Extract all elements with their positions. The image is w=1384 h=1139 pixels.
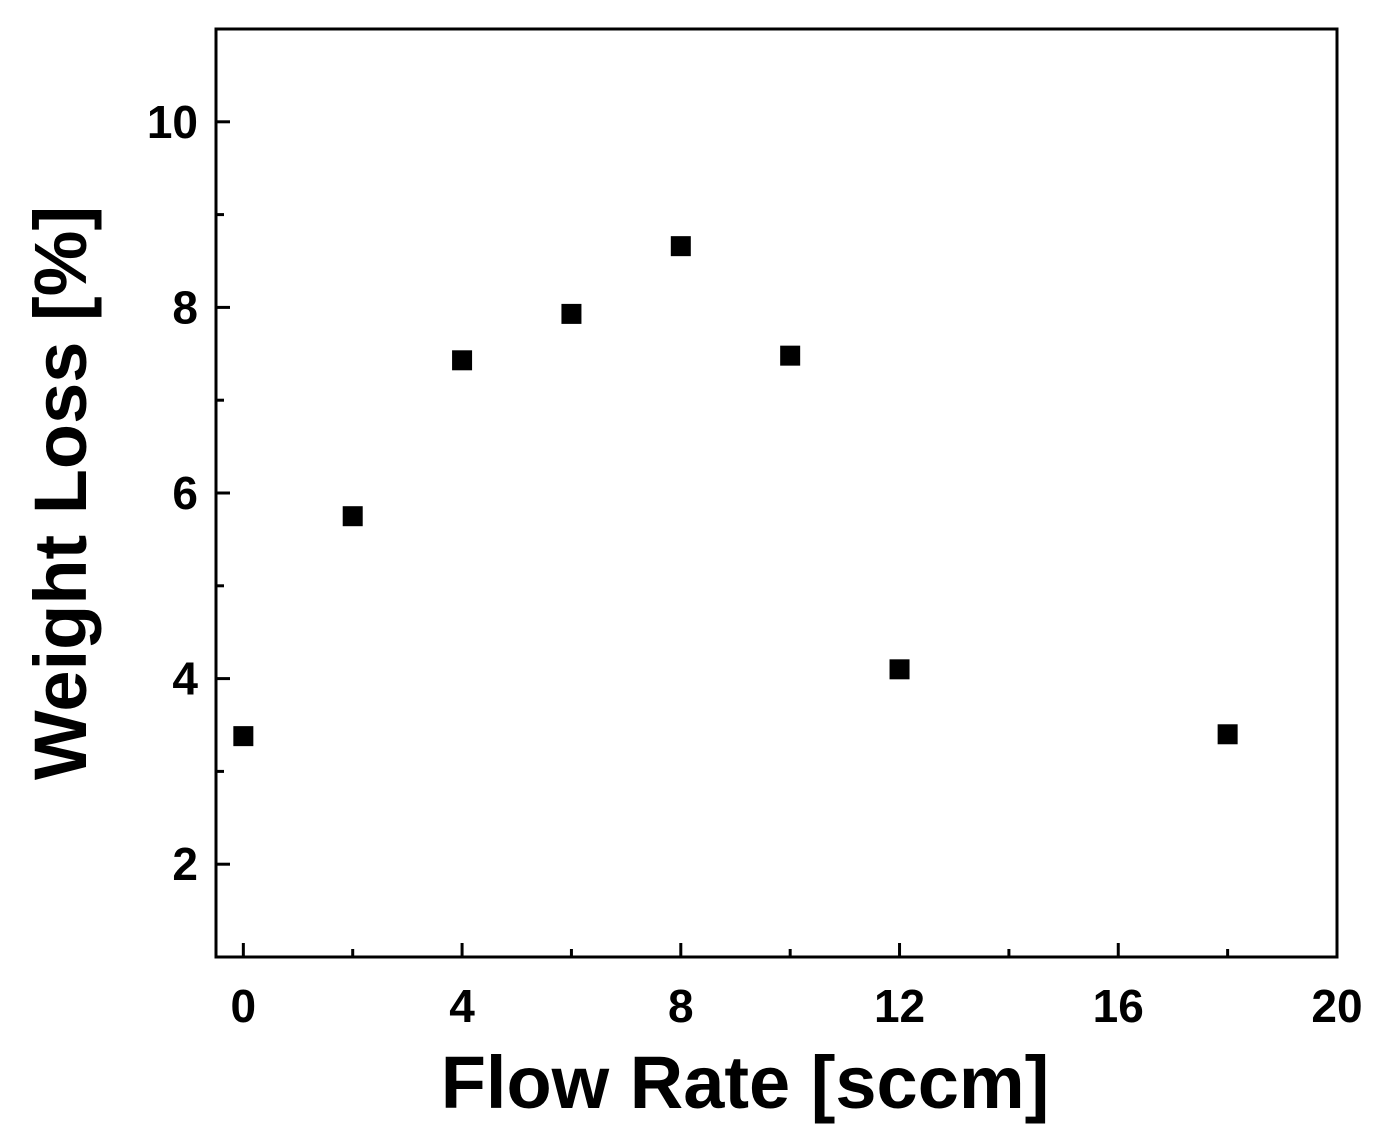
x-tick-label: 12 xyxy=(874,980,925,1032)
y-axis-title: Weight Loss [%] xyxy=(19,206,102,780)
data-point xyxy=(233,726,254,747)
x-tick-label: 4 xyxy=(449,980,475,1032)
plot-frame xyxy=(214,27,1339,959)
x-axis-ticks xyxy=(241,943,1339,957)
y-tick-label: 4 xyxy=(172,653,198,705)
data-point xyxy=(780,345,801,366)
data-point xyxy=(1217,724,1238,745)
y-axis-ticks xyxy=(216,120,230,866)
y-tick-label: 10 xyxy=(147,96,198,148)
y-tick-label: 8 xyxy=(172,281,198,333)
data-points xyxy=(233,236,1238,747)
x-axis-title: Flow Rate [sccm] xyxy=(441,1041,1050,1124)
x-tick-label: 16 xyxy=(1093,980,1144,1032)
x-tick-label: 8 xyxy=(668,980,694,1032)
y-tick-label: 2 xyxy=(172,838,198,890)
y-tick-label: 6 xyxy=(172,467,198,519)
data-point xyxy=(670,236,691,257)
data-point xyxy=(889,659,910,680)
data-point xyxy=(342,506,363,527)
x-axis-tick-labels: 0 4 8 12 16 20 xyxy=(231,980,1363,1032)
y-axis-tick-labels: 2 4 6 8 10 xyxy=(147,96,199,890)
x-tick-label: 0 xyxy=(231,980,257,1032)
data-point xyxy=(561,303,582,324)
data-point xyxy=(452,350,473,371)
x-tick-label: 20 xyxy=(1311,980,1362,1032)
